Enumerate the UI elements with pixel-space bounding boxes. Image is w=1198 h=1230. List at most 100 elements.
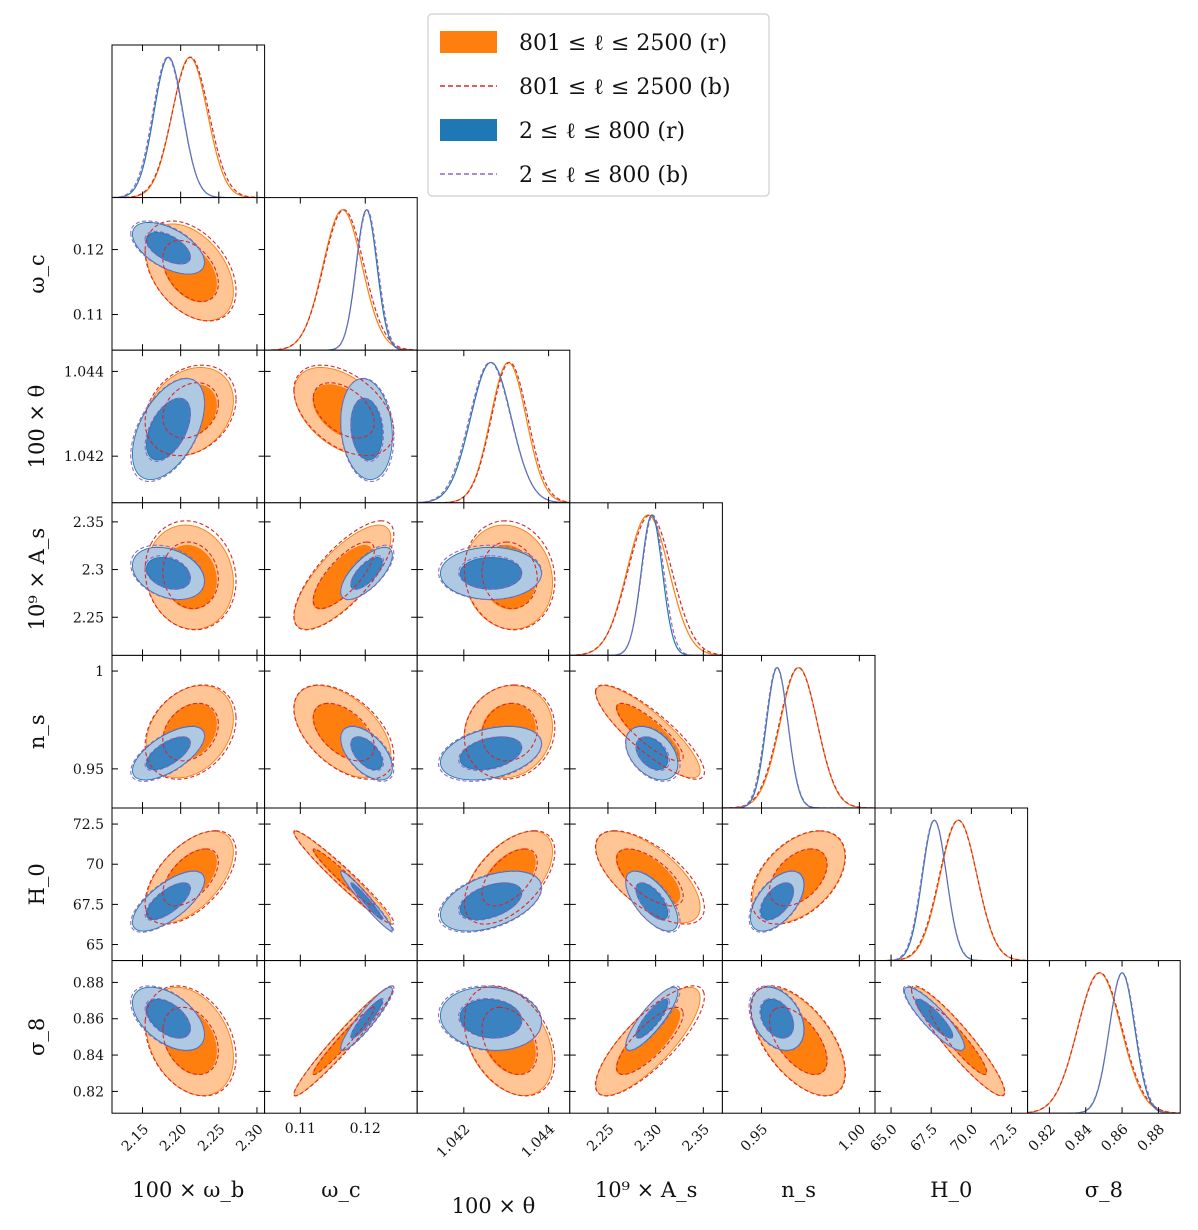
panel-content bbox=[130, 830, 237, 933]
contour-95-801-2500-b bbox=[750, 830, 846, 925]
y-tick-label-As: 2.35 bbox=[73, 515, 104, 531]
x-axis-label-theta: 100 × θ bbox=[452, 1194, 536, 1218]
panel-theta-vs-sigma8 bbox=[416, 960, 571, 1114]
contour-95-801-2500-b bbox=[910, 985, 1006, 1097]
contour-68-801-2500-b bbox=[768, 848, 828, 907]
contour-95-2-800-b bbox=[902, 985, 966, 1052]
panel-content bbox=[594, 684, 705, 782]
y-tick-label-As: 2.3 bbox=[82, 563, 104, 579]
contour-95-801-2500-b bbox=[293, 520, 395, 631]
y-tick-label-sigma8: 0.88 bbox=[73, 975, 104, 991]
contour-95-2-800-b bbox=[624, 870, 681, 933]
contour-68-2-800-b bbox=[350, 997, 384, 1039]
contour-68-2-800-b bbox=[458, 882, 523, 921]
contour-95-2-800-b bbox=[437, 985, 543, 1052]
legend-item-2-800-r: 2 ≤ ℓ ≤ 800 (r) bbox=[440, 119, 685, 144]
x-axis-label-omegab: 100 × ω_b bbox=[132, 1178, 244, 1202]
panel-omegac-vs-theta bbox=[264, 349, 418, 504]
contour-95-801-2500-b bbox=[594, 830, 705, 925]
panel-content bbox=[293, 985, 395, 1097]
y-axis-label-theta: 100 × θ bbox=[25, 385, 49, 469]
panel-theta-vs-H0 bbox=[416, 807, 571, 962]
x-axis-label-omegac: ω_c bbox=[321, 1178, 360, 1202]
contour-95-801-2500-b bbox=[293, 985, 395, 1097]
x-tick-label-sigma8: 0.82 bbox=[1026, 1121, 1059, 1154]
contour-95-2-800-b bbox=[340, 544, 395, 601]
contour-95-801-2500-b bbox=[144, 985, 237, 1097]
x-tick-label-As: 2.35 bbox=[680, 1121, 713, 1154]
contour-95-801-2500-b bbox=[463, 684, 556, 780]
y-tick-label-As: 2.25 bbox=[73, 610, 104, 626]
contour-68-2-800-b bbox=[458, 555, 523, 590]
panels-layer bbox=[111, 44, 1181, 1114]
contour-68-2-800-b bbox=[635, 882, 670, 921]
contour-68-801-2500-b bbox=[929, 1006, 988, 1076]
contour-95-2-800-b bbox=[437, 544, 543, 601]
contour-68-2-800-r bbox=[635, 882, 669, 920]
contour-68-2-800-b bbox=[350, 555, 385, 590]
contour-95-801-2500-b bbox=[293, 364, 395, 457]
panel-content bbox=[594, 830, 705, 933]
contour-68-2-800-b bbox=[635, 736, 670, 772]
x-tick-label-theta: 1.044 bbox=[519, 1121, 559, 1161]
contour-68-2-800-b bbox=[144, 882, 191, 921]
y-tick-label-ns: 0.95 bbox=[73, 762, 104, 778]
contour-68-2-800-b bbox=[144, 736, 191, 772]
contour-95-2-800-b bbox=[340, 377, 395, 483]
panel-content bbox=[748, 830, 846, 933]
contour-68-2-800-b bbox=[458, 736, 523, 772]
legend-item-801-2500-b: 801 ≤ ℓ ≤ 2500 (b) bbox=[440, 75, 731, 100]
x-tick-label-omegab: 2.25 bbox=[195, 1121, 228, 1154]
contour-68-801-2500-b bbox=[162, 382, 219, 439]
panel-content bbox=[437, 985, 556, 1097]
contour-68-801-2500-b bbox=[162, 702, 219, 762]
x-axis-label-sigma8: σ_8 bbox=[1085, 1178, 1123, 1202]
contour-68-801-2500-b bbox=[481, 848, 538, 907]
contour-95-801-2500-b bbox=[463, 985, 556, 1097]
x-tick-label-omegab: 2.30 bbox=[233, 1121, 266, 1154]
legend-item-2-800-b: 2 ≤ ℓ ≤ 800 (b) bbox=[440, 163, 689, 188]
contour-68-2-800-b bbox=[350, 397, 385, 462]
contour-68-2-800-b bbox=[458, 997, 523, 1039]
panel-omegab-vs-ns bbox=[111, 654, 266, 809]
y-axis-label-sigma8: σ_8 bbox=[25, 1018, 49, 1056]
legend-swatch bbox=[440, 119, 497, 141]
contour-95-2-800-b bbox=[624, 725, 681, 782]
y-tick-label-sigma8: 0.82 bbox=[73, 1084, 104, 1100]
x-tick-label-H0: 70.0 bbox=[948, 1121, 981, 1154]
legend-label: 2 ≤ ℓ ≤ 800 (b) bbox=[519, 163, 689, 188]
contour-68-2-800-b bbox=[914, 997, 954, 1039]
contour-68-801-2500-b bbox=[312, 382, 375, 439]
legend-frame bbox=[427, 13, 770, 197]
contour-95-2-800-b bbox=[748, 985, 806, 1052]
panel-omegab-vs-As bbox=[111, 502, 266, 656]
x-axis-label-ns: n_s bbox=[781, 1178, 816, 1202]
contour-95-801-2500-b bbox=[144, 520, 237, 631]
contour-95-2-800-b bbox=[340, 985, 395, 1052]
panel-theta-marginal bbox=[416, 349, 571, 504]
panel-omegac-vs-sigma8 bbox=[264, 960, 418, 1114]
contour-95-801-2500-b bbox=[594, 985, 705, 1097]
panel-theta-vs-As bbox=[416, 502, 571, 656]
legend-swatch bbox=[440, 31, 497, 53]
contour-68-801-2500-b bbox=[312, 702, 375, 762]
y-axis-label-ns: n_s bbox=[25, 714, 49, 749]
panel-background bbox=[569, 502, 723, 656]
panel-omegab-vs-omegac bbox=[111, 197, 266, 351]
contour-95-801-2500-b bbox=[463, 830, 556, 925]
contour-95-2-800-b bbox=[130, 870, 206, 933]
panel-background bbox=[875, 808, 1028, 961]
contour-95-2-800-b bbox=[130, 377, 206, 483]
contour-68-2-800-b bbox=[144, 397, 191, 462]
panel-ns-vs-sigma8 bbox=[721, 960, 876, 1114]
panel-content bbox=[293, 684, 395, 782]
panel-omegac-vs-H0 bbox=[264, 807, 418, 962]
panel-As-marginal bbox=[569, 502, 723, 656]
contour-68-801-2500-b bbox=[162, 239, 219, 303]
y-tick-label-omegac: 0.11 bbox=[73, 307, 104, 323]
contour-95-801-2500-b bbox=[293, 684, 395, 780]
x-tick-label-theta: 1.042 bbox=[434, 1121, 474, 1161]
x-tick-label-ns: 1.00 bbox=[836, 1121, 869, 1154]
panel-omegab-vs-theta bbox=[111, 349, 266, 504]
